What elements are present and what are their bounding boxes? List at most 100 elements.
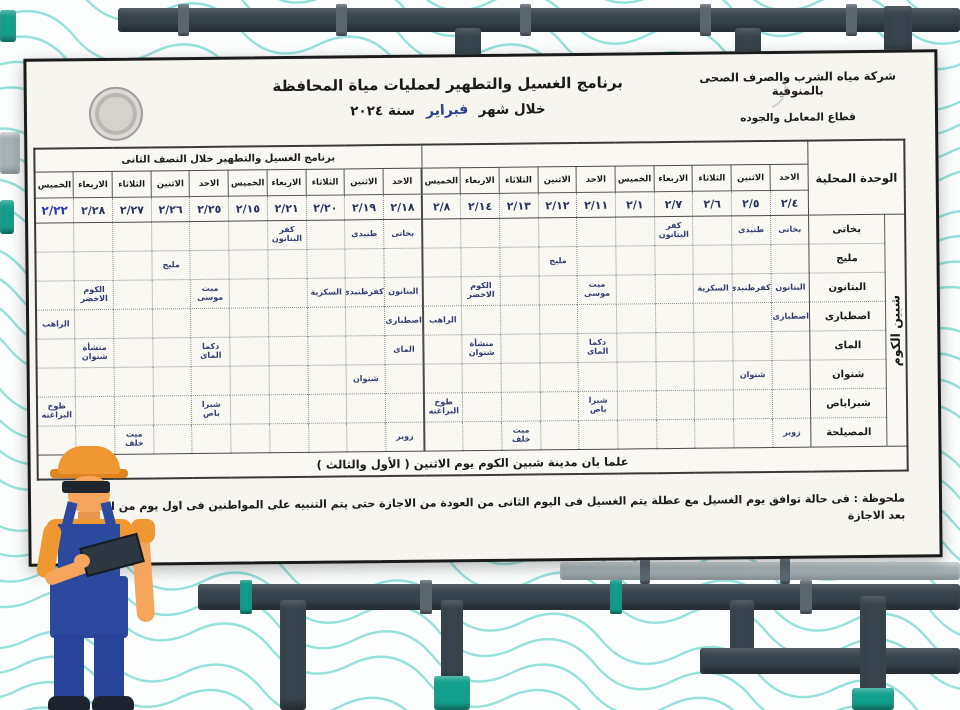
washing-schedule-table: الوحدة المحلية برنامج الغسيل والتطهير خلا… <box>33 138 909 481</box>
schedule-cell <box>75 396 115 426</box>
schedule-cell: ميت خلف <box>501 420 541 451</box>
schedule-cell <box>153 395 193 425</box>
date-cell: ٢/٢٧ <box>112 196 152 223</box>
pipe-bottom-right-horizontal <box>700 648 960 674</box>
pipe-flange <box>800 580 812 614</box>
day-header: الاثنين <box>731 164 771 191</box>
document-title-block: برنامج الغسيل والتطهير لعمليات مياة المح… <box>253 73 643 120</box>
schedule-cell <box>577 304 617 334</box>
schedule-cell <box>578 362 618 392</box>
schedule-cell <box>772 389 812 419</box>
schedule-cell <box>616 332 656 363</box>
company-header: شركة مياه الشرب والصرف الصحى بالمنوفية ق… <box>683 68 914 125</box>
pipe-flange <box>336 4 347 36</box>
schedule-cell <box>540 420 580 450</box>
date-cell: ٢/٥ <box>731 190 771 216</box>
schedule-cell <box>190 250 230 280</box>
company-logo <box>88 86 144 142</box>
schedule-cell <box>306 248 346 279</box>
schedule-cell <box>267 249 307 279</box>
schedule-cell <box>538 217 578 247</box>
unit-label: البتانون <box>809 272 885 303</box>
schedule-cell <box>539 362 579 392</box>
schedule-cell: كفر البتانون <box>654 216 694 246</box>
schedule-cell <box>74 309 114 339</box>
date-cell: ٢/١٢ <box>537 192 577 218</box>
schedule-cell <box>152 308 192 338</box>
day-header: الخميس <box>228 169 268 197</box>
schedule-cell <box>694 360 734 391</box>
day-header: الاربعاء <box>266 169 306 196</box>
schedule-cell <box>36 338 76 369</box>
schedule-cell <box>190 221 230 251</box>
pipe-bottom-horizontal <box>198 584 960 610</box>
date-cell: ٢/٤ <box>770 190 810 216</box>
schedule-cell: كفرطنبدى <box>732 273 772 303</box>
unit-label: المصيلحة <box>811 417 887 448</box>
schedule-cell <box>229 336 269 367</box>
schedule-cell <box>74 251 114 281</box>
schedule-cell: دكما الماى <box>578 333 618 363</box>
schedule-cell <box>152 337 192 367</box>
day-header: الاثنين <box>537 166 577 193</box>
schedule-cell <box>308 422 348 453</box>
pipe-bottom-drop-2 <box>441 600 463 684</box>
date-cell: ٢/١ <box>615 191 655 218</box>
schedule-cell: الماى <box>384 335 424 365</box>
worker-torso <box>50 576 128 638</box>
schedule-cell: مليج <box>151 250 191 280</box>
schedule-cell <box>307 306 347 337</box>
day-header: الاربعاء <box>73 171 113 198</box>
schedule-cell <box>35 222 75 253</box>
schedule-cell <box>617 390 657 421</box>
schedule-cell <box>385 364 424 394</box>
handwritten-month: فبراير <box>425 101 469 120</box>
schedule-cell <box>655 303 695 333</box>
schedule-cell <box>654 245 694 275</box>
hard-hat-icon <box>58 446 120 474</box>
unit-column-header: الوحدة المحلية <box>808 139 906 216</box>
schedule-cell <box>345 306 385 336</box>
schedule-cell: كفر البتانون <box>267 220 307 250</box>
schedule-cell <box>346 335 386 365</box>
schedule-cell <box>461 305 501 335</box>
plumber-illustration <box>6 436 196 710</box>
schedule-cell <box>35 251 75 282</box>
schedule-cell: الراهب <box>423 305 463 336</box>
schedule-cell <box>617 419 657 450</box>
schedule-cell <box>616 274 656 305</box>
pipe-flange <box>520 4 531 36</box>
schedule-cell <box>307 393 347 424</box>
page-subtitle: خلال شهر فبراير سنة ٢٠٢٤ <box>253 100 643 120</box>
schedule-cell <box>656 419 696 449</box>
pipe-joint <box>640 558 650 584</box>
unit-label: اصطبارى <box>809 301 886 332</box>
schedule-cell <box>462 392 502 422</box>
schedule-cell <box>422 247 462 278</box>
pipe-bottom-gray <box>560 562 960 580</box>
schedule-cell <box>695 418 735 449</box>
schedule-cell <box>191 366 231 396</box>
schedule-cell <box>694 389 734 420</box>
schedule-cell <box>654 274 694 304</box>
schedule-cell <box>539 304 579 334</box>
schedule-cell <box>731 244 771 274</box>
schedule-cell <box>693 302 733 333</box>
schedule-cell: شبرا باص <box>191 395 231 425</box>
schedule-cell <box>75 367 115 397</box>
schedule-cell: السكرية <box>693 273 733 304</box>
schedule-cell <box>501 391 541 422</box>
schedule-cell <box>230 365 270 396</box>
day-header: الاحد <box>576 166 616 193</box>
schedule-cell: البتانون <box>384 277 424 307</box>
schedule-cell <box>732 331 772 361</box>
day-header: الاحد <box>382 168 422 195</box>
valve-mid-left <box>0 200 14 234</box>
schedule-cell <box>460 218 500 248</box>
date-cell: ٢/٦ <box>692 190 732 217</box>
unit-label: بخاتى <box>809 214 885 245</box>
schedule-cell <box>192 424 232 454</box>
schedule-cell: بخاتى <box>770 215 810 245</box>
schedule-cell <box>500 275 540 306</box>
schedule-cell <box>346 422 386 452</box>
